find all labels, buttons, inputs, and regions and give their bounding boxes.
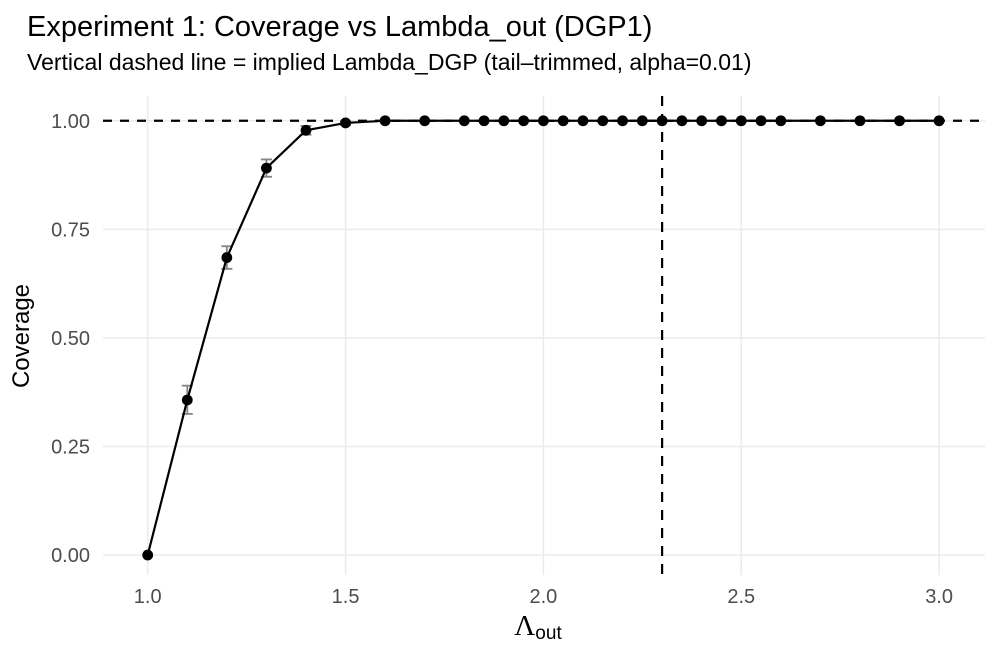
x-tick-label: 2.0 <box>530 586 558 608</box>
data-point <box>538 115 549 127</box>
data-point <box>142 549 154 561</box>
data-point <box>419 115 431 127</box>
x-tick-label: 2.5 <box>727 586 755 608</box>
data-point <box>221 252 233 263</box>
data-point <box>636 115 648 127</box>
y-tick-label: 0.50 <box>51 328 90 350</box>
y-axis-title: Coverage <box>8 283 35 389</box>
x-axis-title-subscript: out <box>535 623 562 644</box>
data-point <box>498 115 510 127</box>
data-point <box>557 115 569 127</box>
data-point <box>814 115 826 127</box>
chart-subtitle: Vertical dashed line = implied Lambda_DG… <box>27 49 752 75</box>
data-point <box>676 115 688 127</box>
data-point <box>617 115 628 127</box>
data-point <box>854 115 866 127</box>
y-tick-label: 0.75 <box>51 219 90 241</box>
x-tick-label: 1.0 <box>134 586 162 608</box>
y-tick-label: 0.25 <box>51 436 90 458</box>
y-tick-label: 0.00 <box>51 545 90 567</box>
data-point <box>755 115 767 127</box>
data-point <box>894 115 905 127</box>
chart-title: Experiment 1: Coverage vs Lambda_out (DG… <box>27 11 653 43</box>
data-point <box>577 115 589 127</box>
x-axis-title: Λout <box>514 610 562 644</box>
data-point <box>300 124 312 136</box>
x-axis-title-symbol: Λ <box>514 610 536 642</box>
data-point <box>696 115 708 127</box>
data-point <box>261 162 272 174</box>
data-point <box>181 394 193 406</box>
data-point <box>379 115 391 127</box>
x-tick-label: 3.0 <box>925 586 953 608</box>
data-point <box>656 115 668 127</box>
data-point <box>458 115 470 127</box>
data-point <box>716 115 727 127</box>
data-point <box>597 115 609 127</box>
data-point <box>518 115 530 127</box>
x-tick-label: 1.5 <box>332 586 360 608</box>
y-tick-label: 1.00 <box>51 111 90 133</box>
data-point <box>478 115 490 127</box>
data-point <box>775 115 787 127</box>
data-point <box>735 115 747 127</box>
data-point <box>933 115 945 127</box>
data-point <box>340 117 351 129</box>
